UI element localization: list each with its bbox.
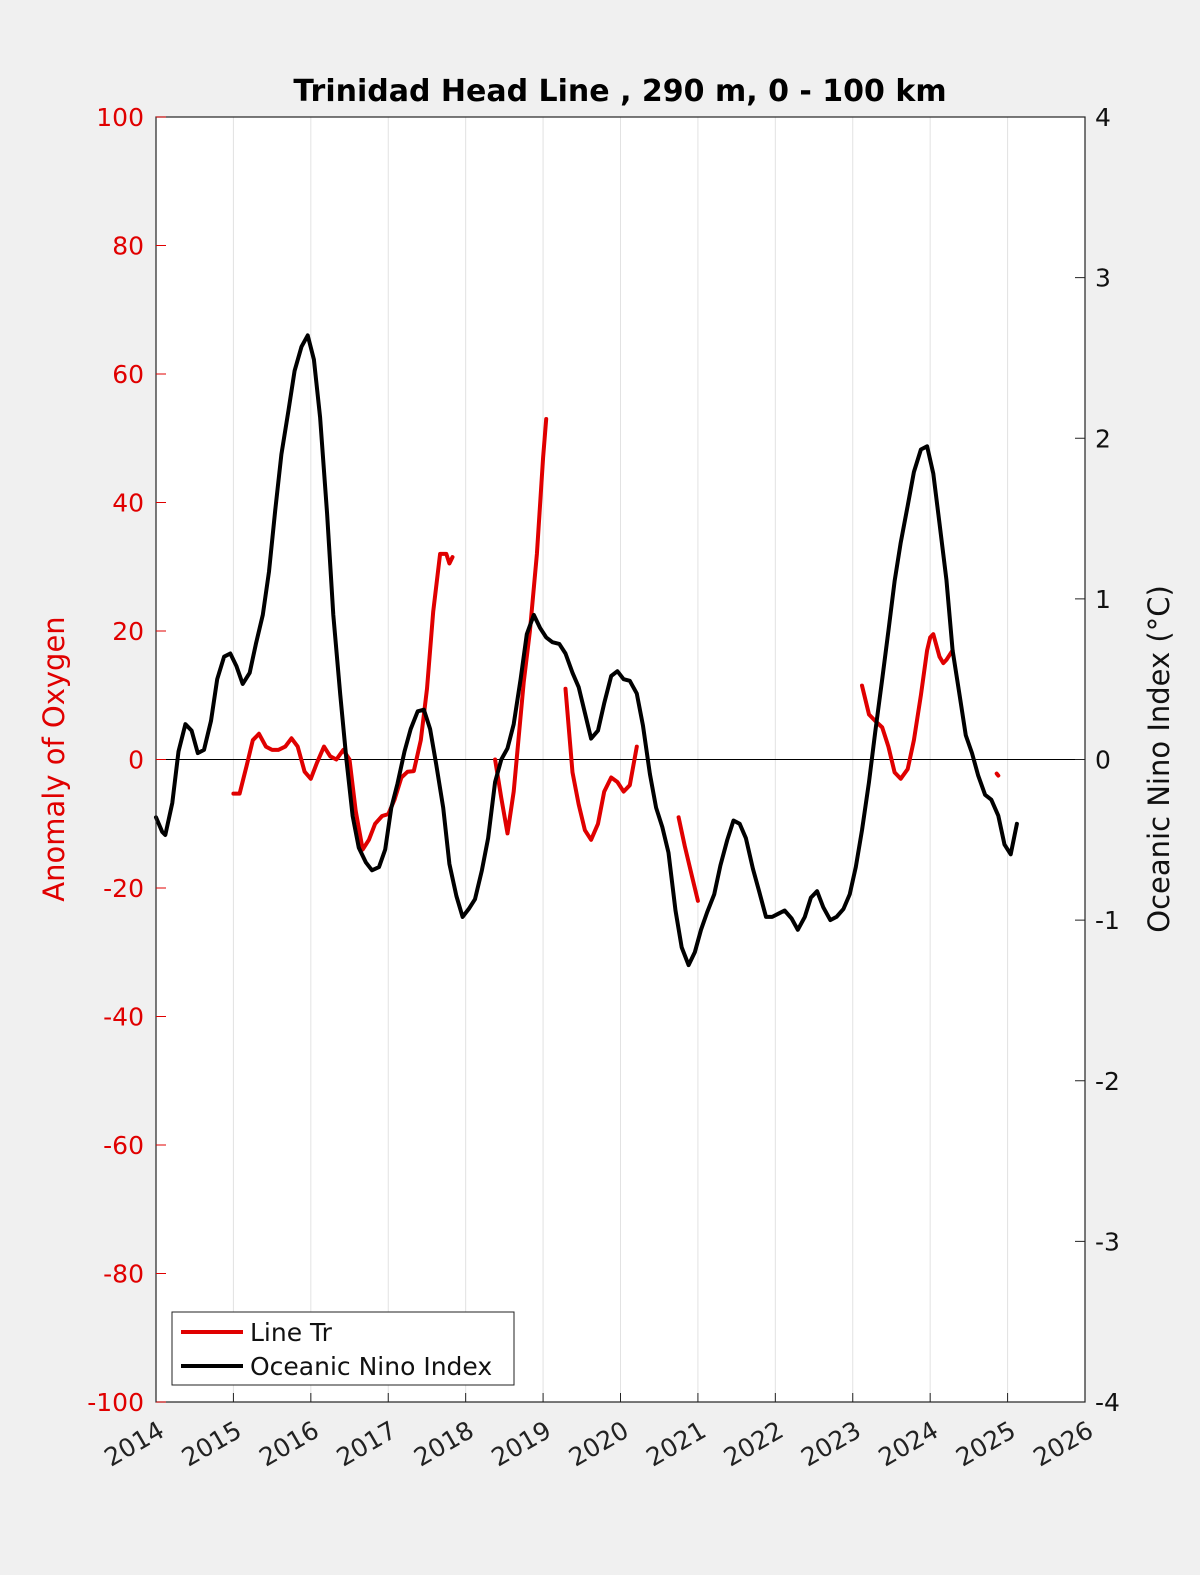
right-tick-label: 0 [1095,746,1111,775]
series-layer [154,333,1019,968]
right-tick-label: 2 [1095,424,1111,453]
left-tick-label: 80 [112,232,144,261]
right-tick-label: -1 [1095,906,1120,935]
legend-box [171,1311,515,1386]
chart-title: Trinidad Head Line , 290 m, 0 - 100 km [293,74,946,109]
left-tick-label: -20 [103,874,144,903]
right-tick-label: 1 [1095,585,1111,614]
line-tr-segment-3 [563,686,639,842]
left-tick-label: -100 [87,1388,144,1417]
right-tick-label: -2 [1095,1067,1120,1096]
left-tick-label: -40 [103,1003,144,1032]
legend-label-oni: Oceanic Nino Index [250,1352,492,1381]
right-tick-label: 3 [1095,264,1111,293]
left-tick-label: 20 [112,617,144,646]
right-tick-label: 4 [1095,103,1111,132]
right-tick-label: -3 [1095,1227,1120,1256]
line-tr-segment-2 [493,417,549,836]
legend-label-line-tr: Line Tr [250,1318,333,1347]
legend: Line Tr Oceanic Nino Index [171,1311,515,1386]
oni-segment-1 [154,333,1019,968]
left-tick-label: 40 [112,489,144,518]
left-tick-label: 60 [112,360,144,389]
line-tr-segment-5 [860,632,955,781]
left-tick-label: -80 [103,1260,144,1289]
right-axis: 4 3 2 1 0 -1 -2 -3 -4 [1075,103,1120,1417]
right-tick-label: -4 [1095,1388,1120,1417]
line-tr-segment-6 [994,771,1001,778]
left-tick-label: -60 [103,1131,144,1160]
left-axis-label: Anomaly of Oxygen [37,616,71,901]
line-tr-segment-4 [676,815,700,903]
right-axis-label: Oceanic Nino Index (°C) [1142,585,1176,933]
left-tick-label: 0 [128,746,144,775]
left-axis: 100 80 60 40 20 0 -20 -40 -60 -80 -100 [87,103,166,1417]
left-tick-label: 100 [96,103,144,132]
